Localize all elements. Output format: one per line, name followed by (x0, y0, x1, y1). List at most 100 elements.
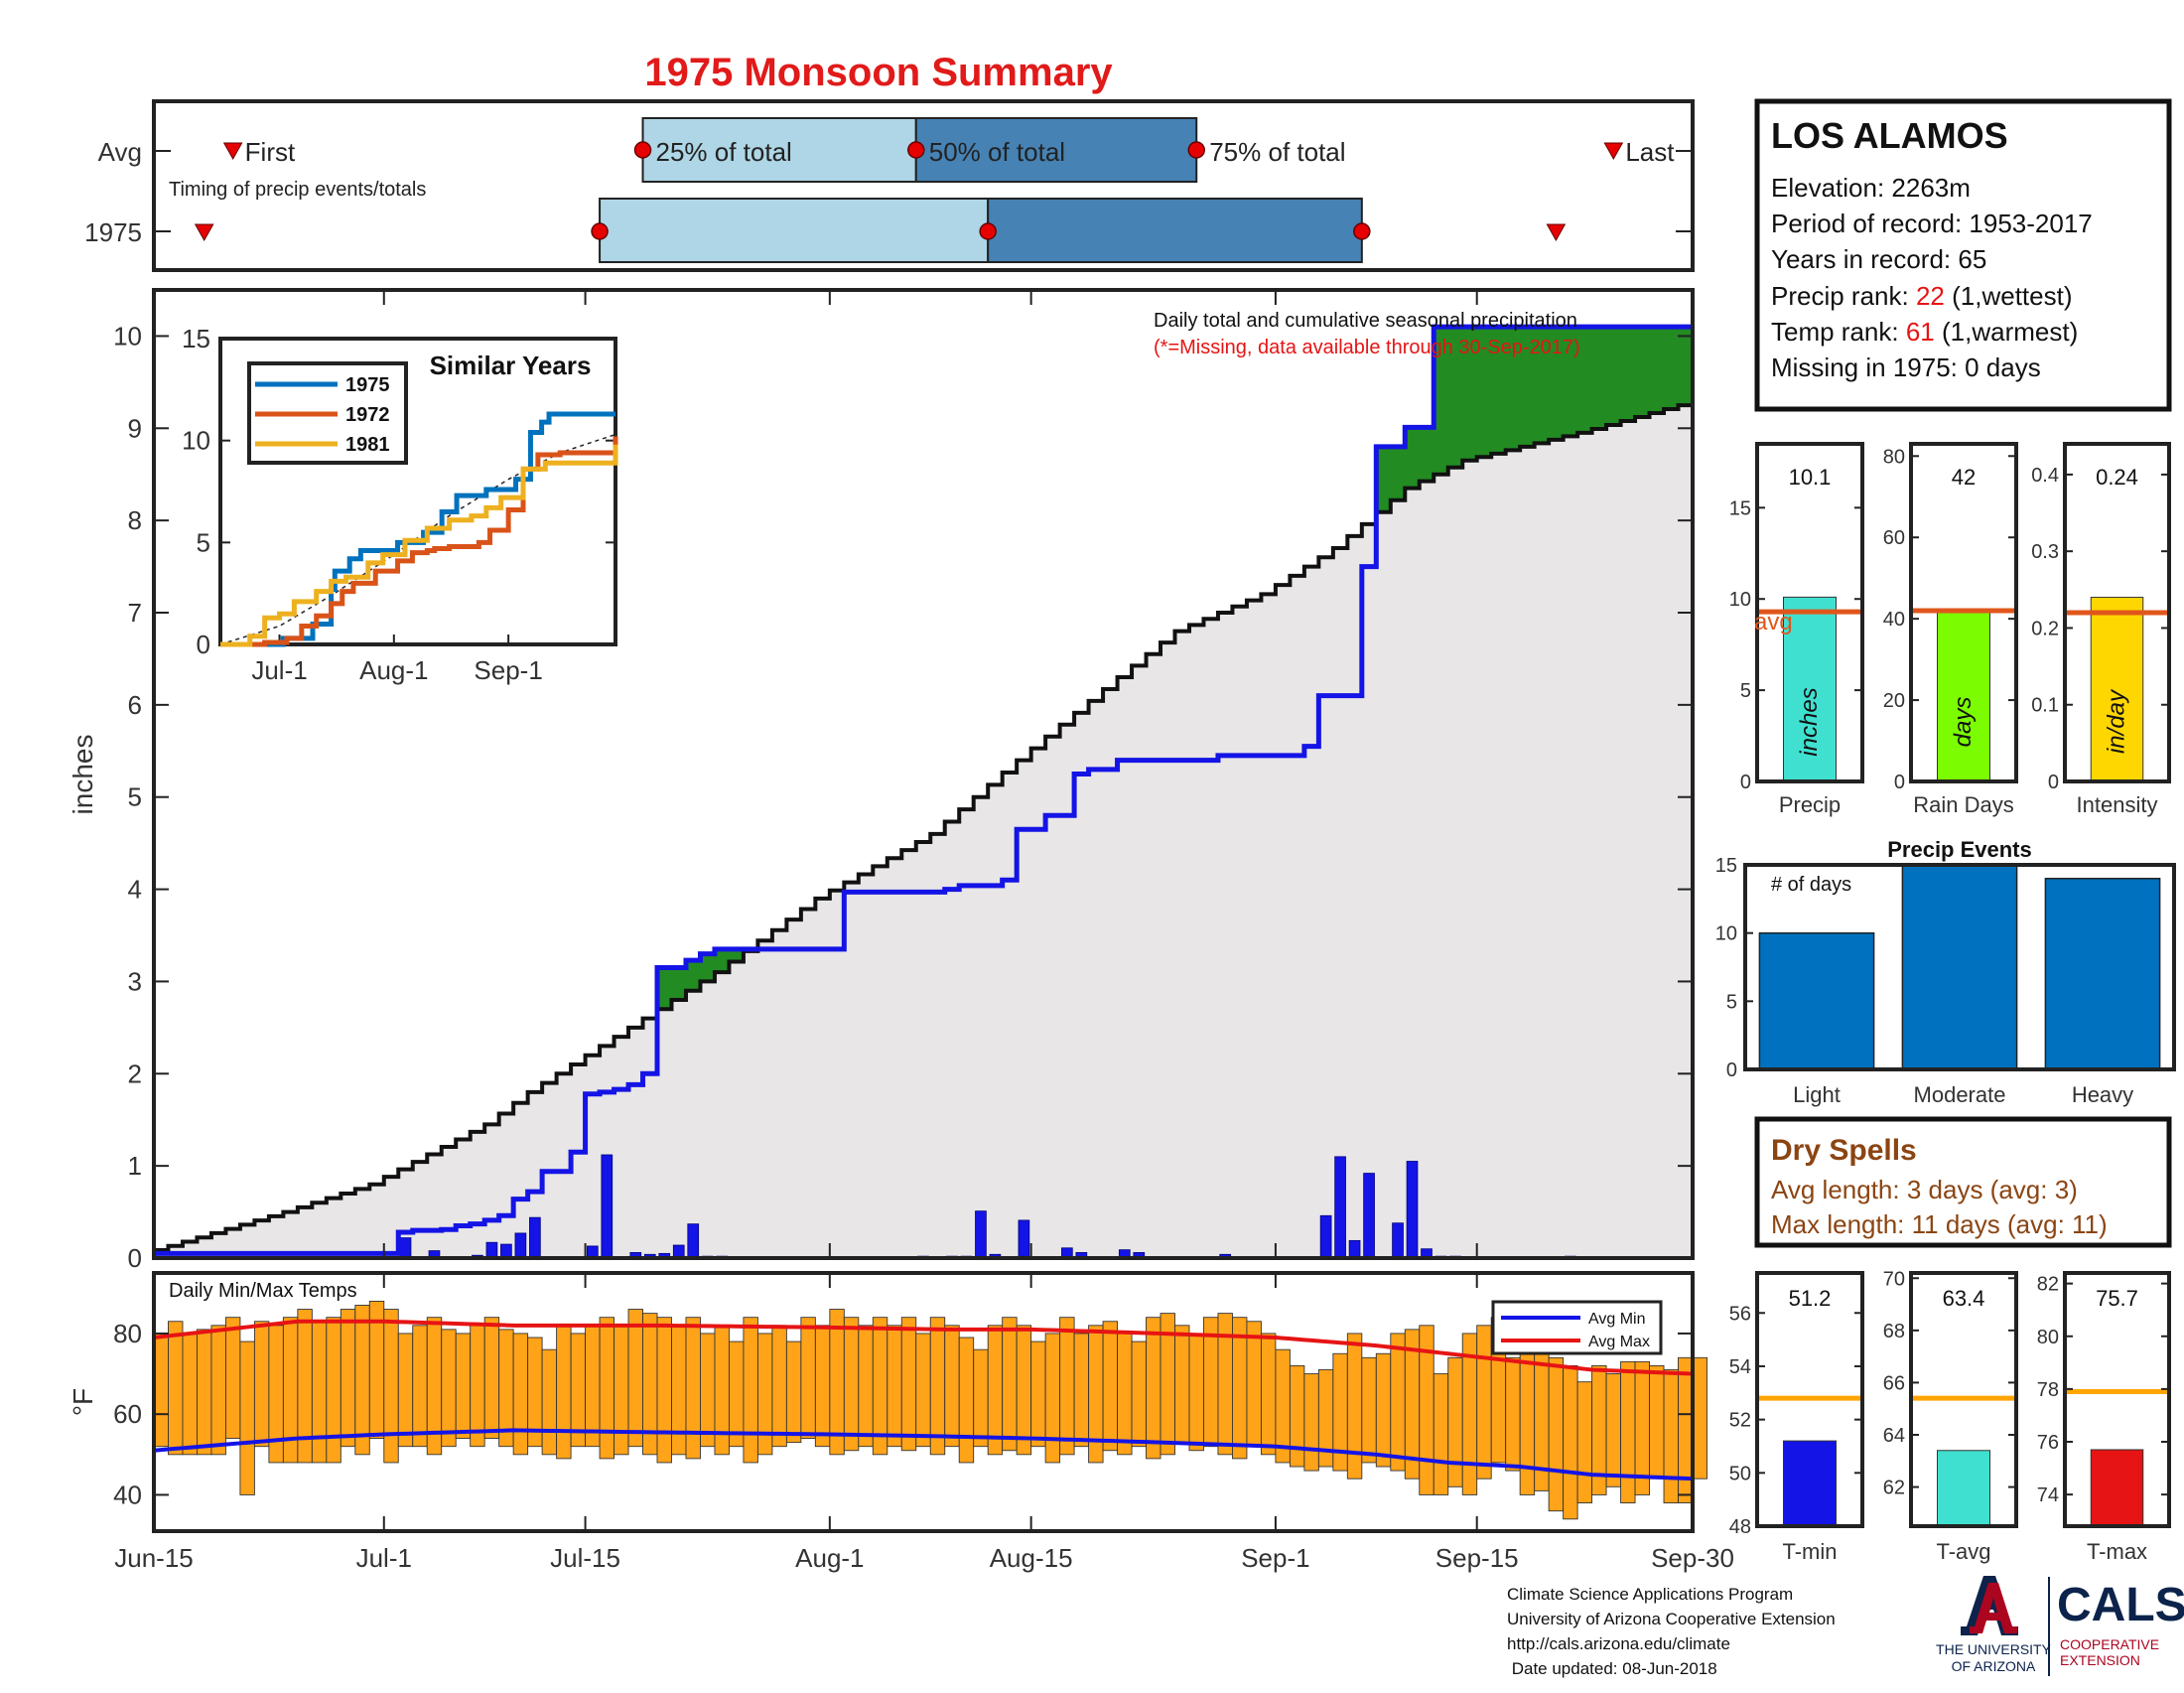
temps-y-label: °F (68, 1388, 98, 1416)
station-frame (1754, 98, 2172, 412)
daily-precip-bar (514, 1232, 527, 1259)
mini-y-tick-label: 56 (1729, 1303, 1751, 1325)
temp-range-bar (326, 1317, 341, 1464)
temp-range-bar (168, 1321, 184, 1456)
events-title: Precip Events (1887, 837, 2032, 862)
mini-y-tick-label: 5 (1740, 680, 1751, 702)
inset-legend: 1975 1972 1981 (247, 361, 408, 465)
station-years: Years in record: 65 (1771, 244, 1986, 274)
events-caption: # of days (1771, 874, 1851, 896)
mini-y-tick-label: 0 (1894, 772, 1905, 793)
station-info-box: LOS ALAMOS Elevation: 2263m Period of re… (1754, 98, 2172, 412)
temp-range-bar (973, 1348, 989, 1448)
mini-y-tick-label: 0.2 (2031, 618, 2059, 639)
inset-y-tick-label: 10 (182, 426, 210, 456)
event-bar-light (1758, 931, 1875, 1070)
temp-range-bar (944, 1325, 960, 1448)
date-x-tick-label: Aug-1 (795, 1543, 864, 1573)
station-elevation: Elevation: 2263m (1771, 173, 1971, 203)
footer-url[interactable]: http://cals.arizona.edu/climate (1507, 1634, 1730, 1653)
temps-y-axis: 40 60 80 (113, 1319, 1693, 1509)
inset-x-tick-label: Jul-1 (251, 655, 307, 685)
avg-q25-q50-box (641, 117, 917, 183)
main-y-tick-label: 4 (128, 875, 142, 905)
temps-title: Daily Min/Max Temps (169, 1280, 357, 1302)
temp-range-bars (153, 1300, 1707, 1520)
temp-range-bar (1576, 1381, 1593, 1504)
precip-rank-label: Precip rank: (1771, 281, 1909, 311)
inset-legend-label: 1972 (345, 404, 390, 426)
mini-y-tick-label: 0 (2048, 772, 2059, 793)
temp-range-bar (1188, 1333, 1204, 1452)
main-frame (152, 288, 1695, 1260)
inset-legend-label: 1975 (345, 374, 390, 396)
event-category-label: Moderate (1914, 1082, 2006, 1107)
avg-last-marker (1603, 142, 1624, 161)
difference-segment (1447, 327, 1463, 468)
date-x-tick-label: Aug-15 (990, 1543, 1073, 1573)
temp-range-bar (210, 1325, 226, 1456)
daily-precip-bar (485, 1241, 498, 1259)
main-y-axis: 0 1 2 3 4 5 6 7 8 9 10 (113, 290, 1694, 1273)
temp-range-bar (614, 1325, 629, 1456)
daily-precip-bar (687, 1223, 700, 1259)
inset-y-tick-label: 5 (197, 527, 210, 557)
precip-rank-suffix: (1,wettest) (1952, 281, 2072, 311)
temp-range-bar (1678, 1356, 1694, 1504)
temp-range-bar (470, 1325, 485, 1448)
temp-rank-label: Temp rank: (1771, 317, 1899, 347)
mini-category-label: T-avg (1936, 1539, 1990, 1564)
temp-range-bar (1059, 1317, 1075, 1456)
difference-segment (1606, 327, 1622, 425)
temp-range-bar (656, 1317, 672, 1464)
temp-range-bar (311, 1321, 328, 1464)
mini-y-tick-label: 64 (1883, 1425, 1905, 1447)
difference-segment (1534, 327, 1550, 444)
temp-range-bar (1030, 1340, 1046, 1448)
difference-segment (1649, 327, 1665, 414)
difference-segment (1476, 327, 1492, 458)
daily-precip-bar (601, 1154, 614, 1259)
mini-y-tick-label: 48 (1729, 1516, 1751, 1538)
temp-range-bar (1519, 1333, 1536, 1495)
mini-unit-label: days (1950, 697, 1977, 748)
temp-range-bar (1174, 1325, 1190, 1444)
mini-unit-label: in/day (2104, 688, 2130, 754)
temp-range-bar (383, 1309, 399, 1464)
difference-segment (1678, 327, 1694, 406)
dry-spells-title: Dry Spells (1771, 1134, 1917, 1167)
difference-segment (1591, 327, 1607, 429)
temp-range-bar (1563, 1364, 1578, 1520)
main-y-tick-label: 3 (128, 966, 142, 996)
temp-range-bar (1131, 1340, 1147, 1448)
mini-y-tick-label: 78 (2037, 1379, 2059, 1401)
season-summary-bars: 0 5 10 15 10.1 Precip inches 0 20 40 60 80 42 Rain Da… (1729, 442, 2171, 817)
difference-segment (671, 967, 687, 1000)
avg-max-line (153, 1319, 1694, 1376)
event-bar-heavy (2044, 877, 2161, 1070)
dry-spells-box: Dry Spells Avg length: 3 days (avg: 3) M… (1754, 1116, 2172, 1248)
station-missing: Missing in 1975: 0 days (1771, 353, 2041, 382)
temp-range-bar (182, 1333, 198, 1456)
temp-range-bar (397, 1333, 414, 1448)
legend-min-label: Avg Min (1588, 1311, 1646, 1328)
temp-range-bar (1447, 1356, 1463, 1487)
year-first-marker (194, 223, 214, 242)
events-axes: Light Moderate Heavy 0 5 10 15 (1715, 855, 2133, 1107)
main-y-tick-label: 5 (128, 782, 142, 812)
temp-range-bar (714, 1325, 730, 1456)
last-label: Last (1625, 137, 1675, 167)
temp-range-bar (1289, 1364, 1305, 1468)
main-y-tick-label: 1 (128, 1151, 142, 1181)
date-x-tick-label: Jul-15 (550, 1543, 620, 1573)
temp-range-bar (1476, 1325, 1492, 1480)
mini-frame (1909, 442, 2018, 783)
mini-value-bar-precip (1783, 596, 1837, 782)
year-q75-marker (1353, 222, 1371, 240)
difference-segment (700, 953, 716, 982)
mini-y-tick-label: 10 (1729, 589, 1751, 611)
temp-range-bar (1390, 1333, 1406, 1472)
mini-y-tick-label: 74 (2037, 1484, 2059, 1506)
daily-precip-bar (1406, 1161, 1419, 1259)
main-y-tick-label: 10 (113, 321, 142, 351)
